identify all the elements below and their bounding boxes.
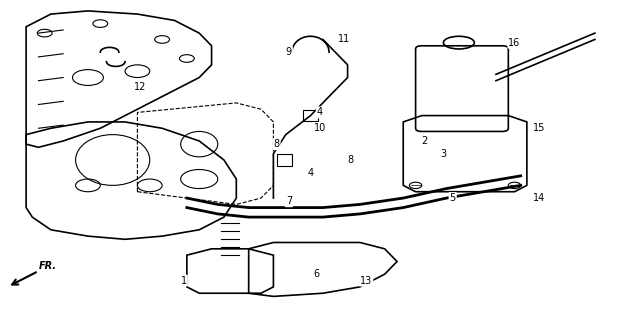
Text: 5: 5	[450, 193, 456, 203]
Text: 15: 15	[533, 123, 545, 133]
Text: 6: 6	[314, 269, 320, 279]
Text: 12: 12	[134, 82, 147, 92]
Text: 13: 13	[360, 276, 372, 285]
Text: 4: 4	[307, 168, 314, 178]
Text: 3: 3	[440, 149, 446, 159]
Text: 2: 2	[422, 136, 428, 146]
Text: 10: 10	[314, 123, 326, 133]
Text: 1: 1	[181, 276, 187, 285]
Text: 8: 8	[348, 155, 354, 165]
Text: 4: 4	[317, 108, 323, 117]
Text: 9: 9	[286, 47, 292, 57]
Circle shape	[509, 182, 520, 188]
Text: 11: 11	[338, 35, 351, 44]
Text: 14: 14	[533, 193, 545, 203]
Text: FR.: FR.	[39, 261, 57, 271]
Text: 7: 7	[286, 196, 292, 206]
Circle shape	[409, 182, 422, 188]
Text: 16: 16	[509, 38, 520, 48]
Text: 8: 8	[273, 139, 279, 149]
